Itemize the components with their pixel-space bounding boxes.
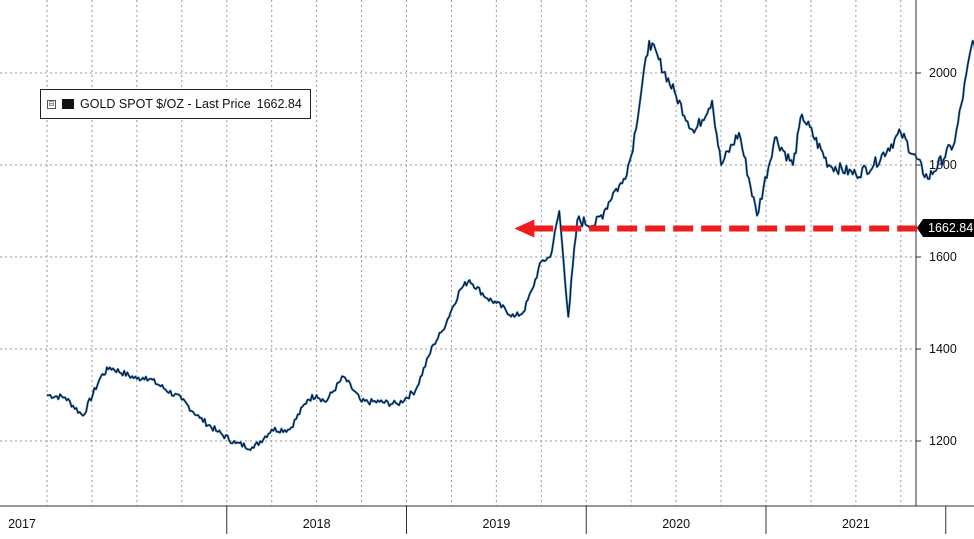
x-tick-label: 2017 (8, 517, 36, 531)
collapse-toggle-icon[interactable]: ⊟ (47, 99, 56, 109)
x-tick-label: 2020 (662, 517, 690, 531)
series-swatch-icon (62, 99, 74, 109)
y-tick-label: 1400 (929, 342, 957, 356)
price-line (46, 40, 974, 451)
last-price-tag: 1662.84 (916, 219, 974, 237)
legend[interactable]: ⊟ GOLD SPOT $/OZ - Last Price 1662.84 (40, 89, 311, 119)
x-tick-label: 2019 (482, 517, 510, 531)
x-tick-label: 2021 (842, 517, 870, 531)
grid-lines (0, 0, 916, 506)
x-tick-label: 2018 (303, 517, 331, 531)
legend-value: 1662.84 (256, 97, 302, 111)
legend-label: GOLD SPOT $/OZ - Last Price (80, 97, 251, 111)
support-arrow-head (514, 219, 535, 238)
y-tick-label: 1600 (929, 250, 957, 264)
price-series (46, 39, 974, 452)
y-tick-label: 1200 (929, 434, 957, 448)
y-tick-label: 2000 (929, 66, 957, 80)
